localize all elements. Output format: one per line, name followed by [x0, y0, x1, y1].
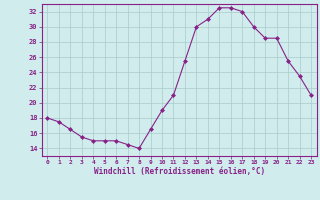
X-axis label: Windchill (Refroidissement éolien,°C): Windchill (Refroidissement éolien,°C): [94, 167, 265, 176]
